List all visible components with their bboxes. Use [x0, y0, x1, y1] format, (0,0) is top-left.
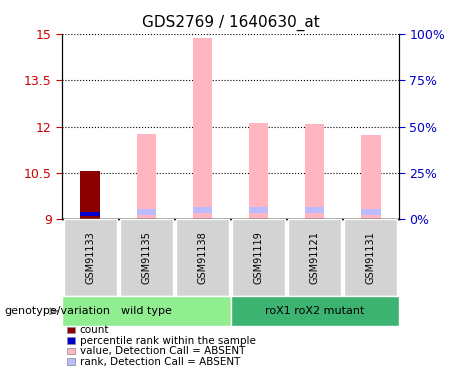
Text: roX1 roX2 mutant: roX1 roX2 mutant	[265, 306, 364, 316]
Bar	[193, 207, 212, 213]
Text: GSM91119: GSM91119	[254, 231, 264, 284]
Text: GSM91133: GSM91133	[85, 231, 95, 284]
Bar	[136, 209, 156, 215]
Bar	[305, 207, 325, 213]
Text: GSM91138: GSM91138	[197, 231, 207, 284]
Bar	[136, 134, 156, 219]
Text: count: count	[80, 325, 109, 335]
Text: genotype/variation: genotype/variation	[5, 306, 111, 316]
Text: value, Detection Call = ABSENT: value, Detection Call = ABSENT	[80, 346, 245, 356]
Bar	[193, 38, 212, 219]
Bar	[249, 123, 268, 219]
Title: GDS2769 / 1640630_at: GDS2769 / 1640630_at	[142, 15, 319, 31]
Bar	[81, 171, 100, 219]
Bar	[361, 209, 380, 215]
Text: GSM91135: GSM91135	[142, 231, 151, 284]
Text: GSM91121: GSM91121	[310, 231, 319, 284]
Bar	[305, 124, 325, 219]
Text: wild type: wild type	[121, 306, 172, 316]
Bar	[249, 207, 268, 213]
Text: rank, Detection Call = ABSENT: rank, Detection Call = ABSENT	[80, 357, 240, 366]
Text: GSM91131: GSM91131	[366, 231, 376, 284]
Bar	[81, 211, 100, 216]
Bar	[361, 135, 380, 219]
Text: percentile rank within the sample: percentile rank within the sample	[80, 336, 256, 345]
